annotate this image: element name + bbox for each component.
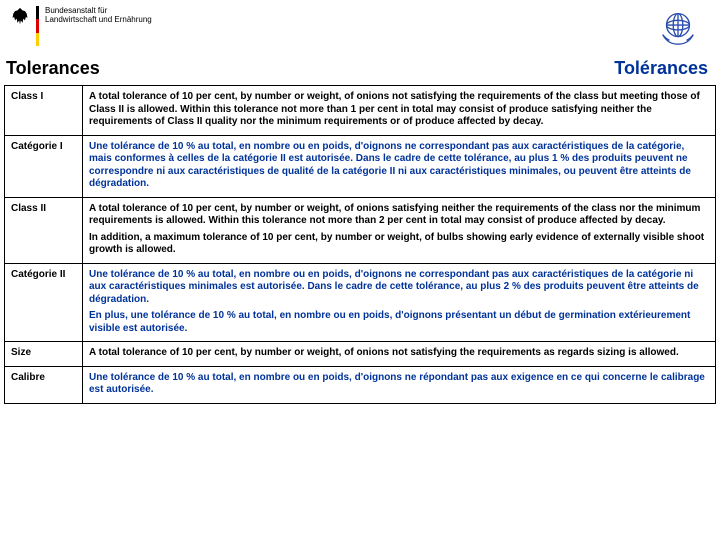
row-paragraph: En plus, une tolérance de 10 % au total,…	[89, 310, 709, 335]
row-paragraph: Une tolérance de 10 % au total, en nombr…	[89, 141, 709, 191]
row-text: A total tolerance of 10 per cent, by num…	[83, 86, 716, 136]
german-flag-bar	[36, 6, 39, 46]
title-en: Tolerances	[6, 58, 100, 79]
tolerances-table-wrap: Class IA total tolerance of 10 per cent,…	[0, 85, 720, 540]
table-row: Catégorie IIUne tolérance de 10 % au tot…	[5, 263, 716, 342]
table-row: Class IIA total tolerance of 10 per cent…	[5, 197, 716, 263]
row-text: A total tolerance of 10 per cent, by num…	[83, 342, 716, 367]
title-row: Tolerances Tolérances	[0, 54, 720, 85]
german-eagle-icon	[10, 6, 30, 28]
row-label: Size	[5, 342, 83, 367]
table-row: Class IA total tolerance of 10 per cent,…	[5, 86, 716, 136]
row-paragraph: A total tolerance of 10 per cent, by num…	[89, 91, 709, 129]
row-paragraph: Une tolérance de 10 % au total, en nombr…	[89, 372, 709, 397]
header: Bundesanstalt für Landwirtschaft und Ern…	[0, 0, 720, 54]
row-paragraph: In addition, a maximum tolerance of 10 p…	[89, 232, 709, 257]
row-label: Catégorie I	[5, 135, 83, 197]
title-fr: Tolérances	[614, 58, 708, 79]
row-paragraph: Une tolérance de 10 % au total, en nombr…	[89, 269, 709, 307]
slide-page: Bundesanstalt für Landwirtschaft und Ern…	[0, 0, 720, 540]
tolerances-table: Class IA total tolerance of 10 per cent,…	[4, 85, 716, 404]
table-row: CalibreUne tolérance de 10 % au total, e…	[5, 366, 716, 403]
row-text: Une tolérance de 10 % au total, en nombr…	[83, 263, 716, 342]
org-name: Bundesanstalt für Landwirtschaft und Ern…	[45, 6, 152, 24]
row-paragraph: A total tolerance of 10 per cent, by num…	[89, 347, 709, 360]
row-text: Une tolérance de 10 % au total, en nombr…	[83, 135, 716, 197]
row-label: Calibre	[5, 366, 83, 403]
row-label: Class II	[5, 197, 83, 263]
row-text: Une tolérance de 10 % au total, en nombr…	[83, 366, 716, 403]
row-text: A total tolerance of 10 per cent, by num…	[83, 197, 716, 263]
org-line2: Landwirtschaft und Ernährung	[45, 15, 152, 24]
header-left: Bundesanstalt für Landwirtschaft und Ern…	[10, 6, 152, 46]
row-paragraph: A total tolerance of 10 per cent, by num…	[89, 203, 709, 228]
row-label: Class I	[5, 86, 83, 136]
org-line1: Bundesanstalt für	[45, 6, 152, 15]
table-row: Size A total tolerance of 10 per cent, by…	[5, 342, 716, 367]
row-label: Catégorie II	[5, 263, 83, 342]
table-row: Catégorie IUne tolérance de 10 % au tota…	[5, 135, 716, 197]
un-emblem-icon	[654, 6, 702, 48]
